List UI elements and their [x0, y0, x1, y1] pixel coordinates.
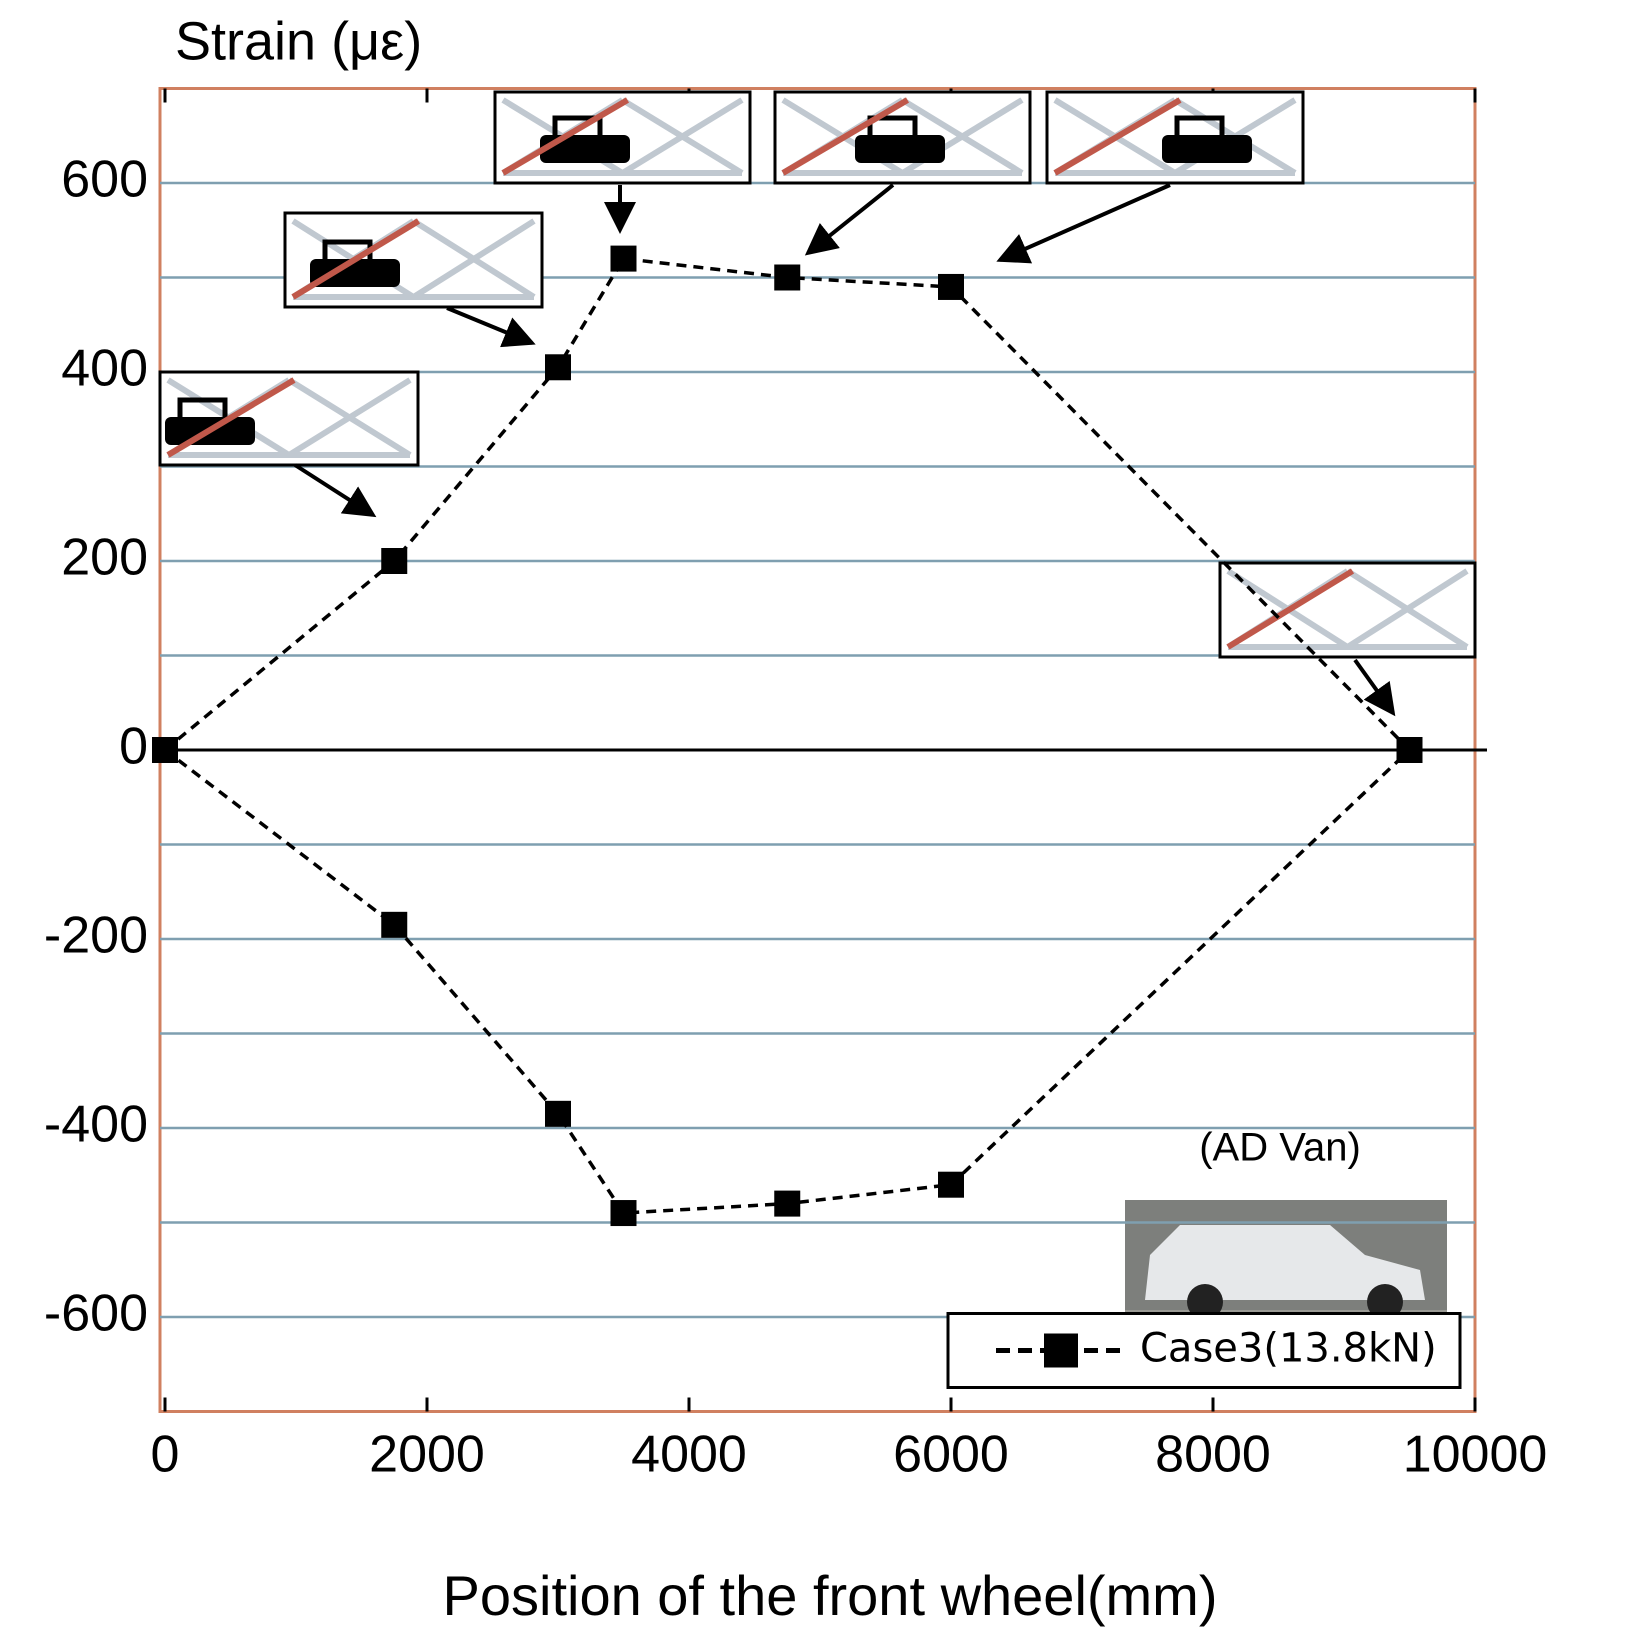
marker	[774, 265, 800, 291]
y-tick-label: -200	[44, 907, 148, 965]
marker	[611, 246, 637, 272]
bridge-inset	[495, 92, 750, 183]
bridge-inset	[160, 372, 418, 465]
marker	[1397, 737, 1423, 763]
annotation: (AD Van)	[1199, 1126, 1361, 1170]
marker	[938, 274, 964, 300]
x-tick-label: 0	[151, 1426, 180, 1484]
marker	[152, 737, 178, 763]
legend-marker	[1044, 1334, 1078, 1368]
arrow	[1355, 660, 1393, 713]
chart: Strain (με) Position of the front wheel(…	[0, 0, 1632, 1642]
x-tick-label: 4000	[631, 1426, 747, 1484]
arrow	[808, 185, 893, 253]
bridge-inset	[1220, 563, 1475, 657]
bridge-inset	[775, 92, 1030, 183]
x-tick-label: 6000	[893, 1426, 1009, 1484]
x-axis-title: Position of the front wheel(mm)	[443, 1564, 1218, 1627]
bridge-inset	[285, 213, 542, 307]
x-tick-label: 8000	[1155, 1426, 1271, 1484]
marker	[611, 1200, 637, 1226]
y-tick-label: -400	[44, 1096, 148, 1154]
series-line	[165, 259, 1410, 750]
y-axis-title: Strain (με)	[175, 11, 422, 71]
marker	[545, 1101, 571, 1127]
y-tick-label: -600	[44, 1285, 148, 1343]
x-tick-label: 2000	[369, 1426, 485, 1484]
x-tick-label: 10000	[1403, 1426, 1548, 1484]
legend-label: Case3(13.8kN)	[1140, 1326, 1437, 1372]
marker	[545, 354, 571, 380]
y-tick-label: 0	[119, 718, 148, 776]
arrow	[1000, 185, 1170, 260]
marker	[381, 548, 407, 574]
marker	[381, 912, 407, 938]
marker	[774, 1191, 800, 1217]
marker	[938, 1172, 964, 1198]
arrow	[447, 308, 532, 343]
arrow	[295, 465, 373, 515]
bridge-inset	[1047, 92, 1303, 183]
y-tick-label: 600	[61, 151, 148, 209]
y-tick-label: 400	[61, 340, 148, 398]
y-tick-label: 200	[61, 529, 148, 587]
